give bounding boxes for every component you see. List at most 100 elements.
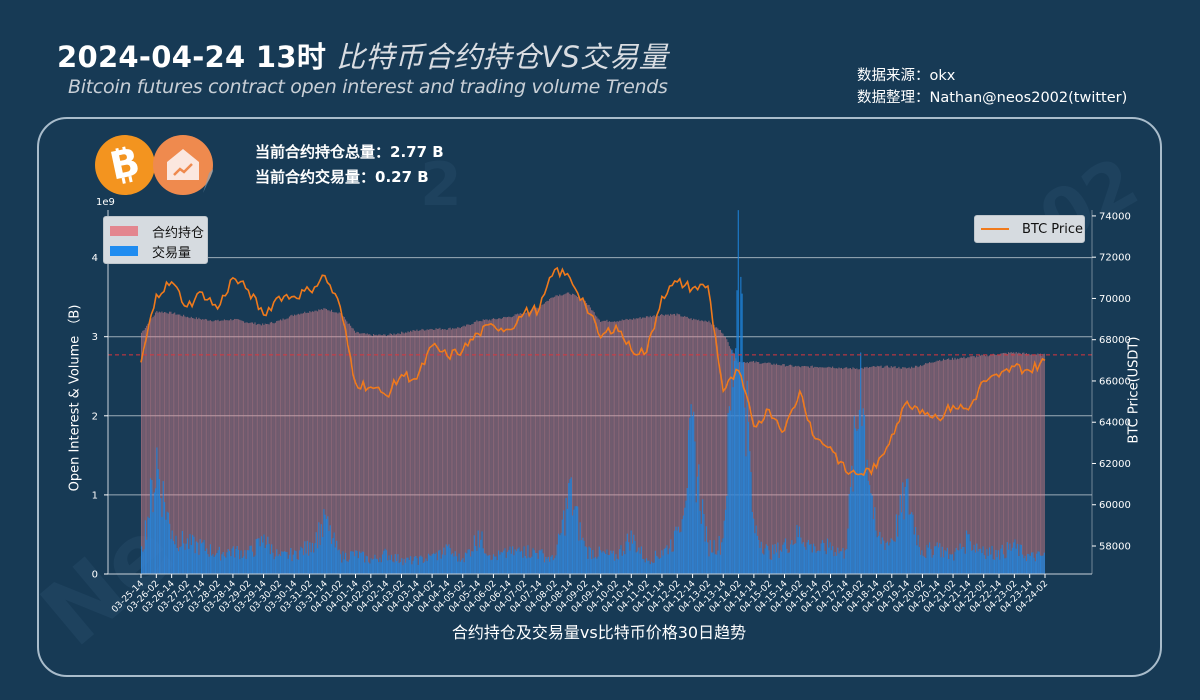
volume-bar xyxy=(742,362,744,574)
volume-bar xyxy=(736,290,738,574)
open-interest-bar xyxy=(914,365,917,574)
volume-bar xyxy=(259,546,261,574)
volume-bar xyxy=(689,417,691,574)
open-interest-bar xyxy=(286,318,288,574)
open-interest-bar xyxy=(996,355,998,574)
open-interest-bar xyxy=(653,315,655,574)
open-interest-bar xyxy=(441,329,443,574)
open-interest-bar xyxy=(216,320,218,574)
open-interest-bar xyxy=(185,317,187,574)
volume-bar xyxy=(991,545,993,574)
volume-bar xyxy=(540,550,542,574)
open-interest-bar xyxy=(633,318,635,574)
volume-bar xyxy=(635,552,637,574)
open-interest-bar xyxy=(640,318,642,574)
volume-bar xyxy=(418,556,421,574)
open-interest-bar xyxy=(273,323,275,574)
volume-bar xyxy=(807,539,809,574)
open-interest-bar xyxy=(251,322,254,574)
volume-bar xyxy=(633,534,635,574)
open-interest-bar xyxy=(982,355,984,574)
open-interest-bar xyxy=(188,317,190,574)
volume-bar xyxy=(490,560,492,574)
volume-bar xyxy=(380,562,382,574)
volume-bar xyxy=(665,547,667,574)
volume-bar xyxy=(580,540,583,574)
open-interest-bar xyxy=(907,367,909,574)
volume-bar xyxy=(1018,556,1020,574)
open-interest-bar xyxy=(320,309,322,574)
open-interest-bar xyxy=(642,317,644,574)
volume-bar xyxy=(928,542,931,574)
open-interest-bar xyxy=(165,312,167,574)
volume-bar xyxy=(617,559,620,574)
volume-bar xyxy=(846,549,848,574)
open-interest-bar xyxy=(902,367,904,574)
volume-bar xyxy=(861,425,863,574)
open-interest-bar xyxy=(334,312,336,574)
volume-bar xyxy=(999,559,1001,574)
open-interest-bar xyxy=(560,295,562,574)
volume-bar xyxy=(837,547,839,574)
volume-bar xyxy=(886,541,889,574)
open-interest-bar xyxy=(796,366,798,574)
open-interest-bar xyxy=(750,361,752,574)
open-interest-bar xyxy=(250,322,252,574)
open-interest-bar xyxy=(959,357,961,574)
open-interest-bar xyxy=(774,364,776,574)
volume-bar xyxy=(1001,544,1003,574)
volume-bar xyxy=(528,557,530,574)
open-interest-bar xyxy=(406,332,408,574)
open-interest-bar xyxy=(904,367,906,574)
open-interest-bar xyxy=(503,316,505,574)
volume-bar xyxy=(940,557,942,574)
volume-bar xyxy=(512,546,514,574)
open-interest-bar xyxy=(228,320,231,574)
open-interest-bar xyxy=(249,322,251,574)
open-interest-bar xyxy=(218,321,220,574)
volume-bar xyxy=(832,546,834,574)
volume-bar xyxy=(357,558,359,574)
volume-bar xyxy=(744,407,746,574)
volume-bar xyxy=(1006,542,1008,574)
open-interest-bar xyxy=(513,315,515,574)
volume-bar xyxy=(269,554,271,574)
volume-bar xyxy=(559,535,561,574)
open-interest-bar xyxy=(269,322,271,574)
title-date: 2024-04-24 13时 xyxy=(57,40,327,74)
open-interest-bar xyxy=(582,299,584,574)
volume-bar xyxy=(142,551,144,574)
open-interest-bar xyxy=(783,364,785,574)
volume-bar xyxy=(677,526,679,574)
open-interest-bar xyxy=(379,334,381,574)
volume-bar xyxy=(515,551,518,574)
volume-bar xyxy=(278,554,280,574)
open-interest-bar xyxy=(573,293,575,574)
volume-bar xyxy=(866,459,868,574)
volume-bar xyxy=(687,430,690,574)
volume-bar xyxy=(265,544,268,574)
volume-bar xyxy=(819,551,821,574)
volume-bar xyxy=(754,533,756,574)
volume-bar xyxy=(455,556,458,574)
open-interest-bar xyxy=(487,320,489,574)
open-interest-bar xyxy=(958,359,960,574)
house-chart-icon xyxy=(153,135,213,195)
volume-bar xyxy=(765,544,767,574)
volume-bar xyxy=(424,561,426,574)
open-interest-bar xyxy=(814,366,816,574)
volume-bar xyxy=(1014,539,1016,574)
volume-bar xyxy=(756,535,758,574)
open-interest-bar xyxy=(912,367,914,574)
open-interest-bar xyxy=(235,318,237,574)
open-interest-bar xyxy=(770,364,772,574)
volume-bar xyxy=(925,557,927,574)
volume-bar xyxy=(730,410,732,574)
open-interest-bar xyxy=(172,313,174,574)
open-interest-bar xyxy=(686,316,688,574)
volume-bar xyxy=(608,555,611,574)
open-interest-bar xyxy=(328,310,330,574)
open-interest-bar xyxy=(546,300,548,574)
open-interest-bar xyxy=(810,366,812,574)
